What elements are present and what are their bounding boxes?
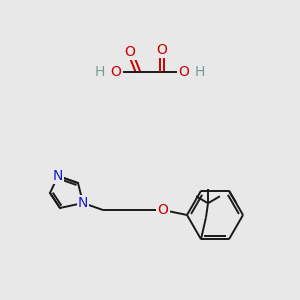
Text: H: H: [95, 65, 105, 79]
Text: O: O: [157, 43, 167, 57]
Text: O: O: [178, 65, 189, 79]
Text: N: N: [53, 169, 63, 183]
Text: N: N: [78, 196, 88, 210]
Text: O: O: [124, 45, 135, 59]
Text: O: O: [111, 65, 122, 79]
Text: O: O: [158, 203, 168, 217]
Text: H: H: [195, 65, 205, 79]
